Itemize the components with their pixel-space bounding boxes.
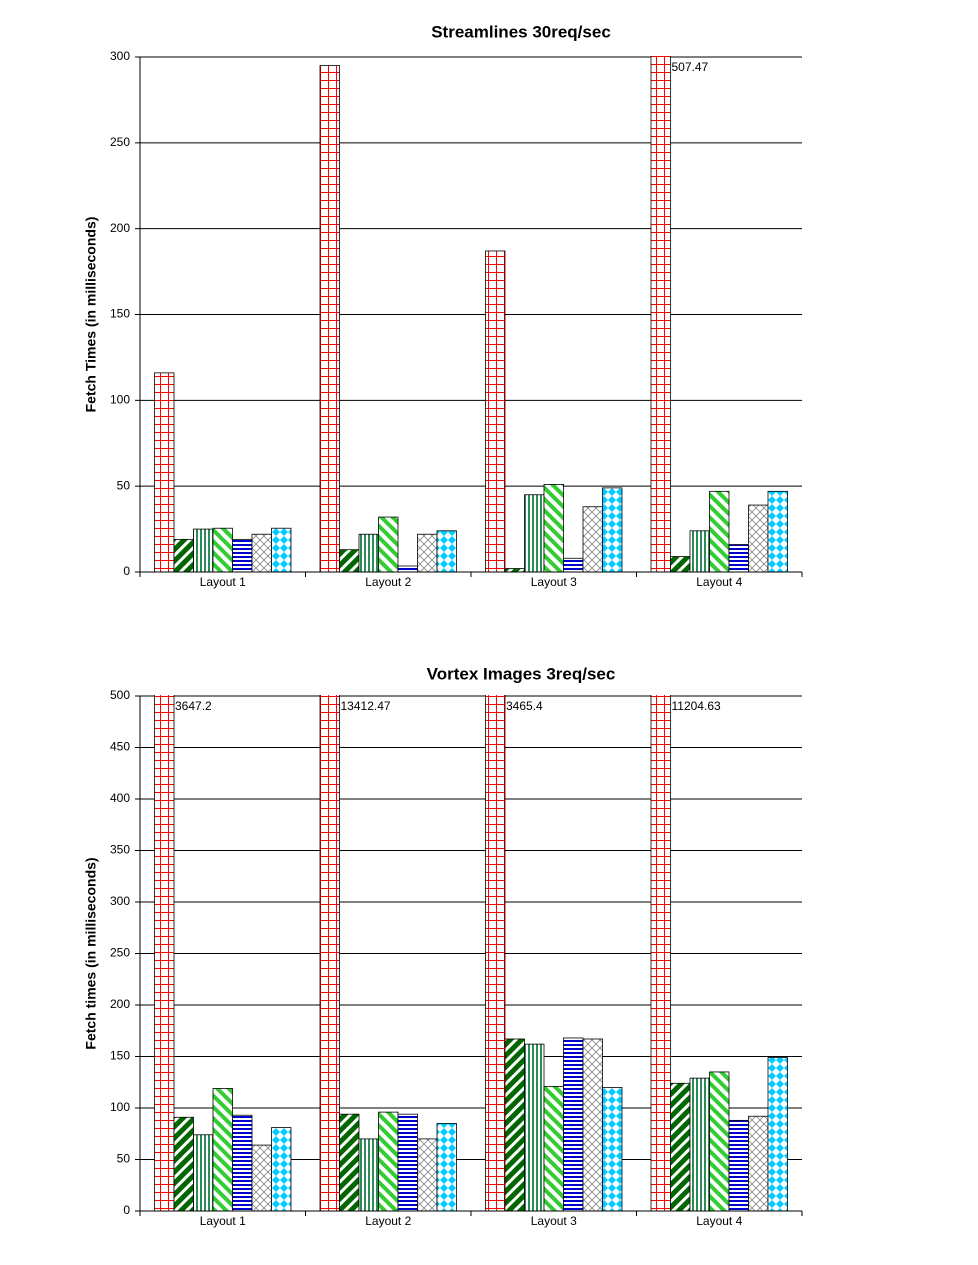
bar — [319, 65, 340, 572]
bar — [563, 1037, 584, 1211]
bar — [748, 504, 769, 572]
bar — [271, 1127, 292, 1211]
y-tick-label: 0 — [123, 1203, 130, 1217]
x-tick-label: Layout 4 — [696, 1214, 742, 1228]
bar — [728, 1119, 749, 1211]
bar — [173, 538, 194, 572]
bar — [212, 527, 233, 572]
x-tick-label: Layout 3 — [531, 575, 577, 589]
bar — [154, 695, 175, 1211]
y-tick-label: 250 — [110, 946, 130, 960]
bar — [378, 1111, 399, 1211]
chart-title: Streamlines 30req/sec — [431, 22, 611, 41]
value-label: 3647.2 — [175, 699, 212, 713]
bars — [154, 56, 788, 572]
bar — [650, 695, 671, 1211]
bar — [417, 533, 438, 572]
y-tick-label: 0 — [123, 564, 130, 578]
bar — [251, 1144, 272, 1211]
x-tick-label: Layout 1 — [200, 575, 246, 589]
bar — [563, 557, 584, 572]
bar — [582, 506, 603, 572]
value-label: 507.47 — [672, 60, 709, 74]
bar — [154, 372, 175, 572]
bar — [232, 538, 253, 572]
y-tick-label: 150 — [110, 1049, 130, 1063]
bar — [319, 695, 340, 1211]
bar — [232, 1114, 253, 1211]
bar — [670, 1082, 691, 1211]
bar — [397, 565, 418, 572]
x-tick-label: Layout 1 — [200, 1214, 246, 1228]
bar — [709, 1071, 730, 1211]
bar — [193, 528, 214, 572]
bar — [397, 1113, 418, 1211]
y-tick-label: 100 — [110, 393, 130, 407]
bar — [378, 516, 399, 572]
value-label: 3465.4 — [506, 699, 543, 713]
y-axis-label: Fetch Times (in milliseconds) — [83, 217, 99, 413]
bar — [339, 549, 360, 572]
bar — [271, 527, 292, 572]
bar — [251, 533, 272, 572]
y-tick-label: 150 — [110, 307, 130, 321]
bar — [689, 530, 710, 572]
bar — [748, 1115, 769, 1211]
bar — [709, 490, 730, 572]
bar — [524, 1043, 545, 1211]
y-tick-label: 300 — [110, 894, 130, 908]
y-axis-label: Fetch times (in milliseconds) — [83, 857, 99, 1049]
y-tick-label: 250 — [110, 135, 130, 149]
bar — [436, 1123, 457, 1211]
bar — [212, 1088, 233, 1211]
value-label: 11204.63 — [672, 699, 721, 713]
bar — [485, 250, 506, 572]
bar — [436, 530, 457, 572]
y-tick-label: 100 — [110, 1100, 130, 1114]
bar — [417, 1138, 438, 1211]
bar — [582, 1038, 603, 1211]
bar — [339, 1113, 360, 1211]
bar — [485, 695, 506, 1211]
y-tick-label: 300 — [110, 49, 130, 63]
bar — [650, 56, 671, 572]
bar — [504, 568, 525, 572]
chart-title: Vortex Images 3req/sec — [427, 664, 616, 683]
x-tick-label: Layout 2 — [365, 1214, 411, 1228]
bars — [154, 695, 788, 1211]
y-tick-label: 500 — [110, 688, 130, 702]
bar — [193, 1134, 214, 1211]
bar — [689, 1077, 710, 1211]
y-tick-label: 200 — [110, 997, 130, 1011]
x-tick-label: Layout 3 — [531, 1214, 577, 1228]
bar — [670, 556, 691, 572]
bar — [602, 1087, 623, 1211]
y-tick-label: 400 — [110, 791, 130, 805]
bar — [728, 544, 749, 572]
bar — [358, 1138, 379, 1211]
y-tick-label: 350 — [110, 843, 130, 857]
bar — [602, 487, 623, 572]
bar — [173, 1116, 194, 1211]
bar — [767, 1057, 788, 1211]
bar — [524, 494, 545, 572]
bar — [358, 533, 379, 572]
y-tick-label: 200 — [110, 221, 130, 235]
y-tick-label: 50 — [117, 1152, 131, 1166]
x-tick-label: Layout 2 — [365, 575, 411, 589]
y-tick-label: 50 — [117, 478, 131, 492]
bar — [767, 490, 788, 572]
bar — [543, 484, 564, 572]
x-tick-label: Layout 4 — [696, 575, 742, 589]
y-tick-label: 450 — [110, 740, 130, 754]
value-label: 13412.47 — [341, 699, 391, 713]
bar — [543, 1085, 564, 1211]
bar — [504, 1038, 525, 1211]
